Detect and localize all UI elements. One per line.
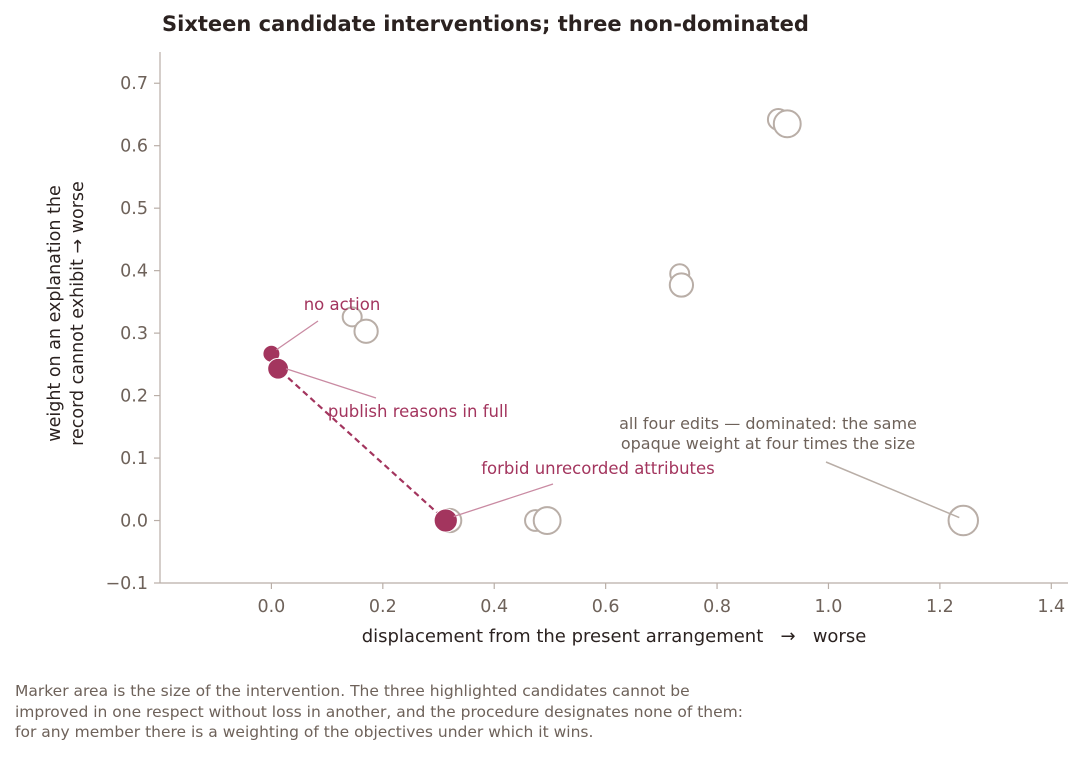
chart-title: Sixteen candidate interventions; three n… bbox=[162, 12, 809, 36]
pareto-point-label: publish reasons in full bbox=[328, 402, 508, 421]
pareto-point-label: no action bbox=[304, 295, 381, 314]
y-tick-label: 0.1 bbox=[120, 449, 148, 469]
x-tick-label: 0.4 bbox=[480, 597, 508, 617]
figure-caption: Marker area is the size of the intervent… bbox=[15, 681, 915, 743]
y-tick-label: 0.5 bbox=[120, 199, 148, 219]
pareto-point-label: forbid unrecorded attributes bbox=[481, 459, 715, 478]
caption-line-2: improved in one respect without loss in … bbox=[15, 702, 743, 721]
dominated-annotation-line: opaque weight at four times the size bbox=[621, 434, 915, 453]
x-tick-label: 0.0 bbox=[257, 597, 285, 617]
annotations: no action publish reasons in full forbid u… bbox=[276, 295, 960, 519]
y-axis-label: weight on an explanation the record canno… bbox=[45, 181, 88, 446]
dominated-annotation-line: all four edits — dominated: the same bbox=[619, 414, 917, 433]
axes: 0.0 0.2 0.4 0.6 0.8 1.0 1.2 1.4 −0.1 0.0 0.1 0.2 0.3… bbox=[106, 52, 1068, 617]
pareto-label-leader bbox=[453, 483, 554, 518]
x-axis-label: displacement from the present arrangemen… bbox=[362, 626, 867, 647]
dominated-point bbox=[532, 506, 562, 535]
pareto-point bbox=[433, 508, 458, 533]
dominated-point bbox=[668, 272, 695, 298]
y-tick-label: 0.0 bbox=[120, 512, 148, 532]
y-tick-label: 0.6 bbox=[120, 137, 148, 157]
x-tick-label: 0.8 bbox=[703, 597, 731, 617]
y-tick-label: 0.7 bbox=[120, 74, 148, 94]
y-axis-label-line: weight on an explanation the bbox=[45, 185, 65, 441]
caption-line-3: for any member there is a weighting of t… bbox=[15, 723, 594, 741]
y-axis-label-line: record cannot exhibit → worse bbox=[68, 181, 88, 446]
pareto-label-leader bbox=[285, 368, 377, 399]
dominated-point bbox=[947, 504, 979, 537]
dominated-point bbox=[353, 318, 379, 344]
dominated-annotation-leader bbox=[825, 461, 960, 519]
x-tick-label: 1.0 bbox=[815, 597, 843, 617]
x-tick-label: 1.4 bbox=[1037, 597, 1065, 617]
pareto-point bbox=[267, 357, 290, 380]
y-tick-label: 0.2 bbox=[120, 387, 148, 407]
pareto-frontier-line bbox=[270, 353, 447, 522]
caption-line-1: Marker area is the size of the intervent… bbox=[15, 682, 690, 700]
x-tick-label: 0.6 bbox=[592, 597, 620, 617]
dominated-point bbox=[772, 109, 802, 139]
y-tick-label: 0.3 bbox=[120, 324, 148, 344]
y-tick-label: −0.1 bbox=[106, 574, 149, 594]
x-tick-label: 0.2 bbox=[369, 597, 397, 617]
y-tick-label: 0.4 bbox=[120, 262, 148, 282]
pareto-scatter-chart: Sixteen candidate interventions; three n… bbox=[45, 12, 1068, 647]
dominated-point bbox=[341, 306, 363, 328]
x-tick-label: 1.2 bbox=[926, 597, 954, 617]
pareto-label-leader bbox=[276, 320, 319, 351]
data-marks bbox=[262, 108, 979, 537]
